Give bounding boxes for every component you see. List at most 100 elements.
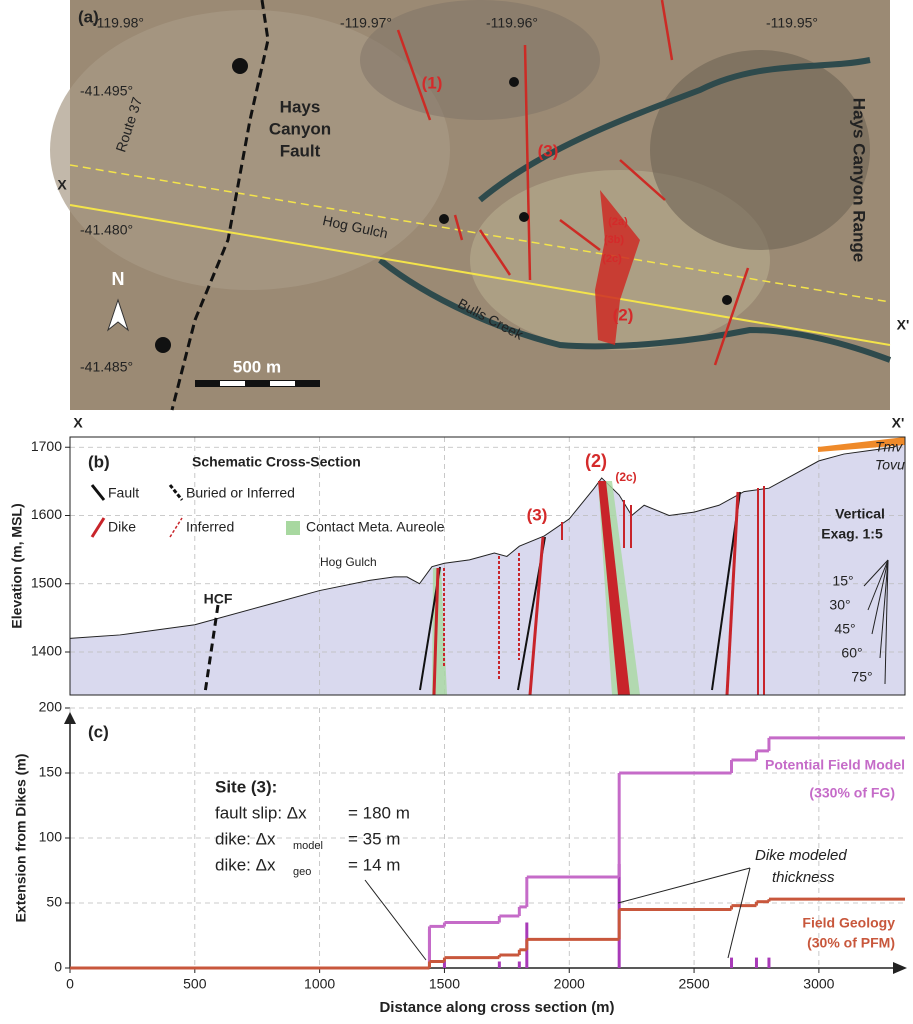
annotation: Tovu bbox=[875, 457, 905, 473]
angle-ray bbox=[867, 559, 889, 611]
legend-label: Contact Meta. Aureole bbox=[306, 519, 445, 535]
y-axis-title: Elevation (m, MSL) bbox=[9, 503, 25, 628]
site-label: (2c) bbox=[602, 253, 622, 265]
north-label: N bbox=[112, 269, 125, 289]
site-dot bbox=[722, 295, 732, 305]
scale-bar bbox=[220, 381, 245, 386]
dike-thickness bbox=[517, 961, 521, 968]
annotation: = 14 m bbox=[348, 855, 400, 874]
legend-label: Fault bbox=[108, 485, 139, 501]
leader bbox=[364, 879, 427, 961]
x-label: X' bbox=[897, 317, 910, 333]
scale-bar bbox=[195, 380, 320, 387]
annotation: Tmv bbox=[875, 439, 903, 455]
annotation: dike: Δx bbox=[215, 855, 276, 874]
dikes-map bbox=[396, 0, 750, 366]
legend-fault bbox=[168, 484, 184, 501]
dike bbox=[432, 567, 440, 696]
lon-label: -119.95° bbox=[766, 15, 818, 31]
annotation: (3) bbox=[527, 505, 548, 524]
scale-label: 500 m bbox=[233, 357, 281, 376]
axis-arrow bbox=[893, 962, 907, 974]
y-tick-label: 1500 bbox=[31, 574, 62, 590]
annotation: geo bbox=[293, 866, 311, 878]
range-name: Hays Canyon Range bbox=[850, 98, 869, 262]
river bbox=[378, 257, 892, 363]
angle-ray bbox=[863, 559, 889, 587]
leader bbox=[727, 867, 751, 959]
annotation: = 35 m bbox=[348, 829, 400, 848]
legend-label: Buried or Inferred bbox=[186, 485, 295, 501]
site-dot bbox=[155, 337, 171, 353]
annotation: Site (3): bbox=[215, 777, 277, 796]
legend-label: Inferred bbox=[186, 519, 234, 535]
annotation: Vertical bbox=[835, 506, 885, 522]
dike bbox=[528, 536, 545, 696]
x-label: X bbox=[57, 177, 67, 193]
scale-bar bbox=[270, 381, 295, 386]
map: (a) -119.98° -119.97° -119.96° -119.95° … bbox=[50, 0, 910, 411]
y-tick-label: 150 bbox=[39, 764, 63, 780]
legend-dike bbox=[90, 517, 106, 538]
annotation: = 180 m bbox=[348, 803, 410, 822]
series-label: Potential Field Model bbox=[765, 757, 905, 773]
panel-label: (a) bbox=[78, 7, 99, 26]
x-tick-label: 2500 bbox=[678, 976, 709, 992]
x-tick-label: 3000 bbox=[803, 976, 834, 992]
dike-thickness bbox=[754, 957, 758, 968]
river bbox=[478, 57, 871, 203]
legend-label: Dike bbox=[108, 519, 136, 535]
annotation: dike: Δx bbox=[215, 829, 276, 848]
x-tick-label: 1500 bbox=[429, 976, 460, 992]
fault bbox=[203, 604, 220, 694]
y-axis-title: Extension from Dikes (m) bbox=[13, 754, 29, 923]
lon-label: -119.96° bbox=[486, 15, 538, 31]
lat-label: -41.485° bbox=[80, 359, 133, 375]
panel-label: (b) bbox=[88, 452, 110, 471]
annotation: model bbox=[293, 840, 323, 852]
annotation: HCF bbox=[204, 591, 233, 607]
terrain-area bbox=[70, 440, 905, 695]
terrain bbox=[360, 0, 600, 120]
lat-label: -41.480° bbox=[80, 222, 133, 238]
x-label: X bbox=[73, 415, 83, 431]
panel-label: (c) bbox=[88, 722, 109, 741]
section-line bbox=[69, 204, 891, 346]
terrain bbox=[650, 50, 870, 250]
legend-dike bbox=[169, 517, 183, 538]
angle-ray bbox=[884, 559, 889, 685]
annotation: 75° bbox=[851, 669, 872, 685]
legend-aureole bbox=[286, 521, 300, 535]
x-tick-label: 0 bbox=[66, 976, 74, 992]
dike bbox=[725, 491, 740, 696]
site-label: (2) bbox=[613, 305, 634, 324]
annotation: thickness bbox=[772, 869, 835, 886]
x-tick-label: 2000 bbox=[554, 976, 585, 992]
x-tick-label: 500 bbox=[183, 976, 207, 992]
annotation: Hog Gulch bbox=[320, 555, 377, 569]
terrain bbox=[50, 10, 450, 290]
annotation: Dike modeled bbox=[755, 847, 847, 864]
legend-fault bbox=[90, 484, 106, 501]
dike-thickness bbox=[767, 957, 771, 968]
y-tick-label: 1600 bbox=[31, 506, 62, 522]
y-tick-label: 1400 bbox=[31, 643, 62, 659]
site-label: (3b) bbox=[604, 234, 625, 246]
lat-label: -41.495° bbox=[80, 83, 133, 99]
dike bbox=[598, 481, 630, 695]
site-dot bbox=[519, 212, 529, 222]
site-label: (1) bbox=[422, 73, 443, 92]
annotation: Exag. 1:5 bbox=[821, 526, 883, 542]
site-dot bbox=[232, 58, 248, 74]
section-line bbox=[69, 164, 891, 303]
angle-ray bbox=[871, 559, 889, 635]
site-dot bbox=[509, 77, 519, 87]
dike-thickness bbox=[442, 961, 446, 968]
x-axis-title: Distance along cross section (m) bbox=[379, 999, 614, 1016]
y-tick-label: 100 bbox=[39, 829, 63, 845]
y-tick-label: 0 bbox=[54, 959, 62, 975]
plot-frame bbox=[69, 436, 906, 696]
terrain-line bbox=[69, 439, 906, 639]
